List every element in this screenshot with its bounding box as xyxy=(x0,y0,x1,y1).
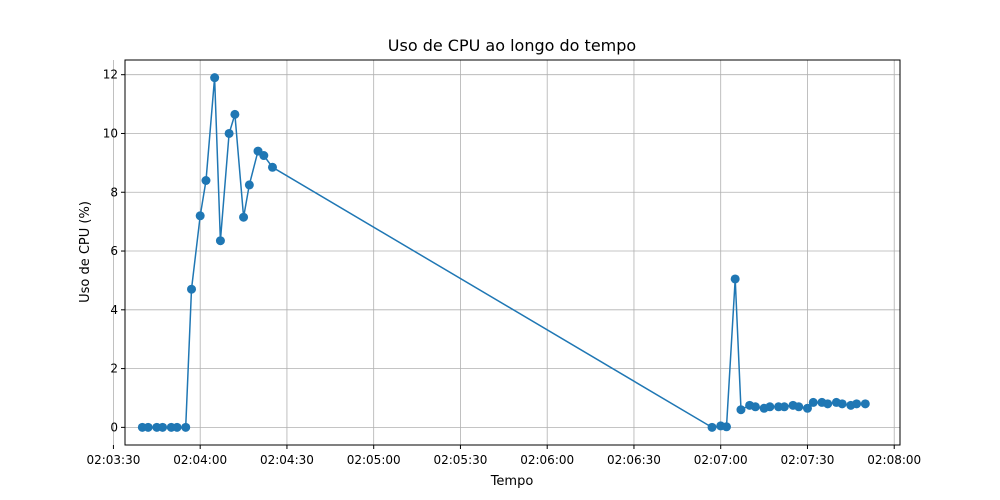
x-tick-label: 02:06:00 xyxy=(520,453,574,467)
y-tick-label: 0 xyxy=(110,420,118,434)
x-tick-label: 02:07:30 xyxy=(781,453,835,467)
data-point xyxy=(158,422,168,432)
x-tick-label: 02:03:30 xyxy=(86,453,140,467)
plot-series xyxy=(137,73,870,432)
plot-frame xyxy=(124,59,901,446)
data-point xyxy=(143,422,153,432)
y-tick-label: 2 xyxy=(110,362,118,376)
data-point xyxy=(860,399,870,409)
data-point xyxy=(224,128,234,138)
y-tick-label: 8 xyxy=(110,185,118,199)
x-tick-label: 02:04:30 xyxy=(260,453,314,467)
data-point xyxy=(210,73,220,83)
data-point xyxy=(808,397,818,407)
data-point xyxy=(802,403,812,413)
data-point xyxy=(172,422,182,432)
data-point xyxy=(187,284,197,294)
grid-lines xyxy=(113,60,900,445)
data-point xyxy=(259,151,269,161)
data-point xyxy=(215,236,225,246)
data-point xyxy=(201,175,211,185)
y-tick-label: 6 xyxy=(110,244,118,258)
data-point xyxy=(239,212,249,222)
x-tick-label: 02:05:30 xyxy=(433,453,487,467)
chart-title: Uso de CPU ao longo do tempo xyxy=(388,36,636,55)
data-point xyxy=(852,399,862,409)
data-point xyxy=(244,180,254,190)
x-axis: 02:03:30 02:04:00 02:04:30 02:05:00 02:05:30… xyxy=(86,445,921,467)
x-tick-label: 02:06:30 xyxy=(607,453,661,467)
y-axis-label: Uso de CPU (%) xyxy=(78,201,93,303)
data-point xyxy=(730,274,740,284)
y-tick-label: 10 xyxy=(103,126,118,140)
data-point xyxy=(736,405,746,415)
data-point xyxy=(765,402,775,412)
data-point xyxy=(837,399,847,409)
data-point xyxy=(195,211,205,221)
x-axis-label: Tempo xyxy=(490,474,534,489)
x-tick-label: 02:08:00 xyxy=(867,453,921,467)
x-tick-label: 02:05:00 xyxy=(347,453,401,467)
data-point xyxy=(181,422,191,432)
x-tick-label: 02:04:00 xyxy=(173,453,227,467)
data-point xyxy=(794,402,804,412)
data-point xyxy=(267,162,277,172)
y-tick-label: 12 xyxy=(103,68,118,82)
y-tick-label: 4 xyxy=(110,303,118,317)
cpu-usage-line xyxy=(142,77,866,429)
data-point xyxy=(721,422,731,432)
data-point xyxy=(823,399,833,409)
x-tick-label: 02:07:00 xyxy=(694,453,748,467)
data-point xyxy=(707,422,717,432)
data-point xyxy=(750,402,760,412)
data-point xyxy=(230,109,240,119)
y-axis: 0 2 4 6 8 10 12 xyxy=(103,68,125,434)
data-point xyxy=(779,402,789,412)
